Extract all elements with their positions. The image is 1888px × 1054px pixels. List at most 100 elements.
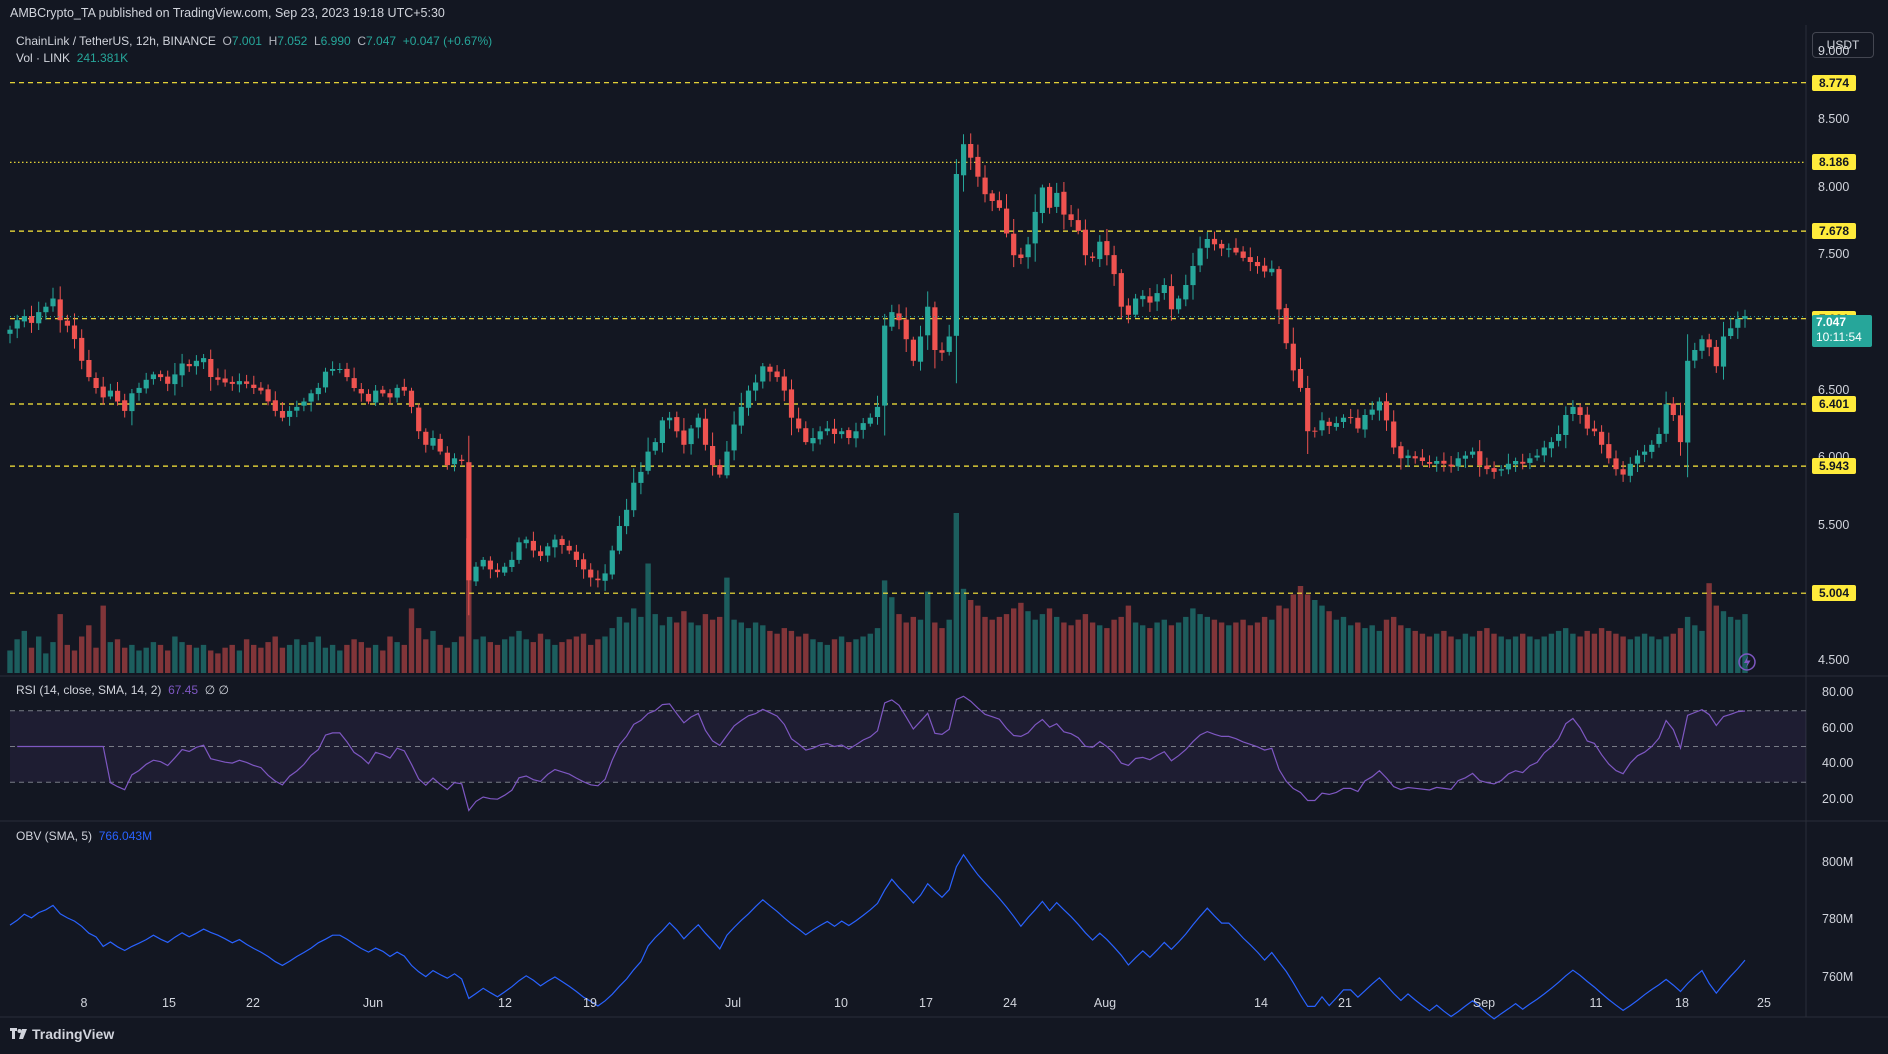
price-tick-label: 5.500 xyxy=(1818,518,1850,533)
symbol-legend[interactable]: ChainLink / TetherUS, 12h, BINANCE O7.00… xyxy=(16,34,492,48)
candle-body xyxy=(961,144,967,176)
volume-bar xyxy=(509,636,515,673)
volume-bar xyxy=(652,614,658,673)
volume-bar xyxy=(1376,630,1382,673)
volume-bar xyxy=(702,614,709,673)
volume-bar xyxy=(344,644,350,673)
volume-label: Vol · LINK xyxy=(16,51,71,65)
volume-bar xyxy=(186,644,192,673)
candle-body xyxy=(1161,285,1167,293)
volume-bar xyxy=(1011,608,1017,673)
volume-bar xyxy=(559,642,565,673)
candle-body xyxy=(1025,244,1031,258)
volume-bar xyxy=(1441,630,1447,673)
candle-body xyxy=(946,336,952,352)
rsi-legend[interactable]: RSI (14, close, SMA, 14, 2) 67.45 ∅ ∅ xyxy=(16,683,229,697)
volume-bar xyxy=(107,642,113,673)
time-tick-label: 12 xyxy=(498,996,512,1010)
rsi-value: 67.45 xyxy=(168,683,199,697)
candle-body xyxy=(1491,468,1497,472)
volume-bar xyxy=(1211,619,1218,673)
volume-bar xyxy=(1161,619,1167,673)
volume-bar xyxy=(1118,616,1124,673)
candle-body xyxy=(1699,339,1705,351)
candle-body xyxy=(36,312,42,324)
candle-body xyxy=(401,386,407,391)
candle-body xyxy=(874,406,881,417)
candle-body xyxy=(287,410,293,417)
volume-bar xyxy=(1426,636,1433,673)
currency-button[interactable]: USDT xyxy=(1812,32,1874,58)
rsi-line xyxy=(17,695,1746,812)
candle-body xyxy=(466,462,472,581)
volume-bar xyxy=(229,644,235,673)
candle-body xyxy=(1391,421,1397,448)
volume-bar xyxy=(774,633,780,673)
bar-countdown: 10:11:54 xyxy=(1816,330,1862,344)
volume-bar xyxy=(602,636,608,673)
candle-body xyxy=(272,400,278,411)
tradingview-logo[interactable]: TradingView xyxy=(10,1026,114,1042)
obv-legend[interactable]: OBV (SMA, 5) 766.043M xyxy=(16,829,152,843)
volume-bar xyxy=(79,636,85,673)
volume-legend[interactable]: Vol · LINK 241.381K xyxy=(16,51,128,65)
candle-body xyxy=(1240,251,1246,258)
volume-bar xyxy=(1584,630,1590,673)
volume-bar xyxy=(122,647,128,673)
candle-body xyxy=(107,390,113,397)
volume-bar xyxy=(975,605,981,673)
volume-bar xyxy=(57,614,63,673)
candle-body xyxy=(989,193,995,201)
rsi-tick-label: 20.00 xyxy=(1822,792,1854,807)
volume-bar xyxy=(1706,583,1712,673)
candle-body xyxy=(1419,457,1425,461)
open-value: 7.001 xyxy=(231,34,262,48)
candle-body xyxy=(1376,401,1382,411)
candle-body xyxy=(1254,262,1261,267)
volume-bar xyxy=(1168,625,1175,673)
level-label: 8.186 xyxy=(1812,154,1856,171)
candle-body xyxy=(1498,469,1504,471)
candle-body xyxy=(1692,350,1698,361)
volume-bar xyxy=(1326,611,1332,673)
candle-body xyxy=(602,573,608,581)
volume-bar xyxy=(64,644,70,673)
volume-bar xyxy=(838,636,845,673)
volume-bar xyxy=(1032,619,1038,673)
candle-body xyxy=(1247,257,1253,262)
volume-bar xyxy=(1455,639,1461,673)
high-value: 7.052 xyxy=(277,34,308,48)
volume-bar xyxy=(502,639,508,673)
candle-body xyxy=(502,566,508,573)
volume-bar xyxy=(1312,600,1318,673)
candle-body xyxy=(1441,460,1447,464)
candle-body xyxy=(1670,403,1676,415)
rsi-tick-label: 60.00 xyxy=(1822,720,1854,735)
volume-bar xyxy=(1297,586,1304,673)
candle-body xyxy=(1355,417,1361,429)
support-resistance-levels xyxy=(10,82,1806,594)
candle-body xyxy=(1047,186,1053,208)
volume-bar xyxy=(222,647,228,673)
volume-bar xyxy=(1247,625,1253,673)
candle-body xyxy=(710,446,716,466)
volume-bar xyxy=(487,642,493,673)
volume-bar xyxy=(982,616,988,673)
candle-body xyxy=(1663,404,1669,434)
candle-body xyxy=(444,452,450,466)
candle-body xyxy=(1140,295,1146,300)
current-price: 7.047 xyxy=(1816,315,1847,329)
volume-bar xyxy=(1649,636,1655,673)
volume-bar xyxy=(387,636,393,673)
volume-bar xyxy=(1355,622,1361,673)
volume-bar xyxy=(638,616,644,673)
candle-body xyxy=(1513,461,1519,465)
volume-bar xyxy=(709,619,716,673)
volume-bar xyxy=(1233,622,1239,673)
volume-bar xyxy=(609,628,615,673)
volume-bar xyxy=(896,614,902,673)
open-label: O xyxy=(222,34,232,48)
volume-bar xyxy=(588,644,594,673)
symbol-name[interactable]: ChainLink / TetherUS, 12h, BINANCE xyxy=(16,34,216,48)
